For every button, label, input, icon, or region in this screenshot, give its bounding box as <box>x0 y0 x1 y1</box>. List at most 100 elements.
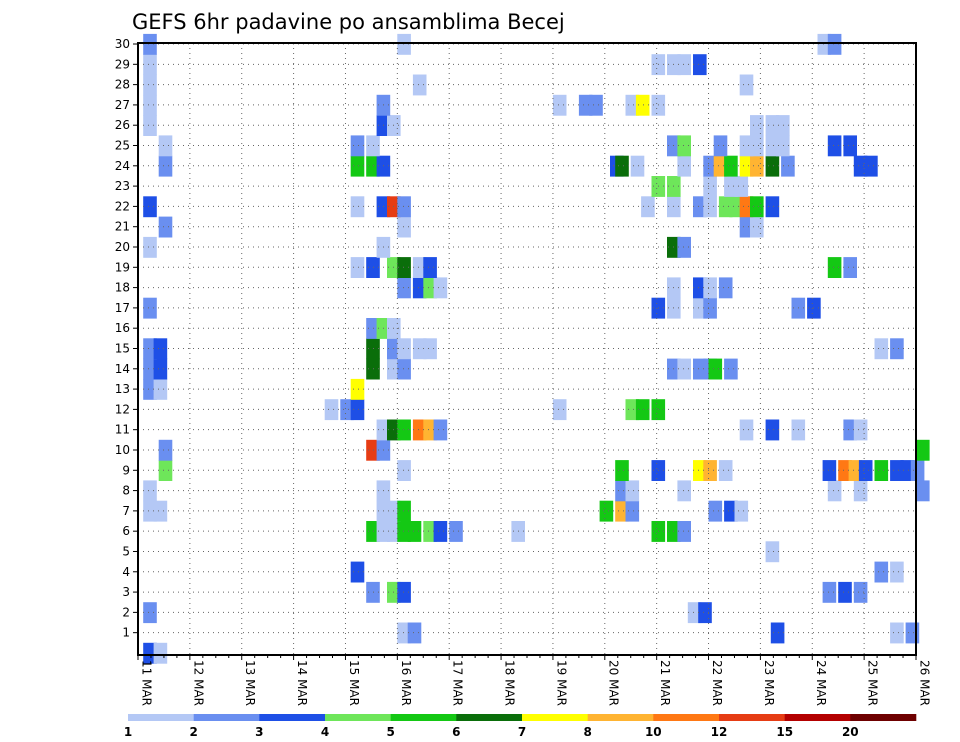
heatmap-cell <box>713 135 728 157</box>
heatmap-cell <box>724 176 738 197</box>
heatmap-cell <box>635 399 650 421</box>
heatmap-cell <box>708 358 723 380</box>
heatmap-cell <box>412 419 427 441</box>
heatmap-cell <box>843 257 857 278</box>
heatmap-cell <box>397 196 411 218</box>
heatmap-cell <box>724 155 738 177</box>
heatmap-cell <box>708 500 723 522</box>
heatmap-cell <box>433 277 448 299</box>
heatmap-cell <box>615 500 629 522</box>
heatmap-cell <box>739 216 754 238</box>
heatmap-cell <box>734 176 749 197</box>
heatmap-cell <box>153 500 168 522</box>
heatmap-cell <box>734 500 749 522</box>
dotted-grid <box>138 43 916 655</box>
heatmap-cell <box>874 460 889 481</box>
x-tick-label: 16 MAR <box>399 660 413 706</box>
heatmap-cell <box>153 378 168 400</box>
heatmap-cell <box>677 155 691 177</box>
heatmap-cell <box>739 74 754 96</box>
heatmap-cell <box>423 419 437 441</box>
heatmap-cell <box>677 521 691 542</box>
colorbar-label: 15 <box>776 725 793 739</box>
heatmap-cell <box>423 277 437 299</box>
heatmap-cell <box>641 196 655 218</box>
colorbar-swatch <box>784 714 851 721</box>
heatmap-cell <box>827 257 842 278</box>
heatmap-cell <box>916 439 930 461</box>
y-tick-label: 18 <box>115 281 130 295</box>
colorbar-label: 3 <box>255 725 263 739</box>
heatmap-cell <box>703 176 717 197</box>
heatmap-cell <box>677 54 691 76</box>
y-tick-label: 22 <box>115 199 130 213</box>
x-tick-label: 25 MAR <box>866 660 880 706</box>
y-tick-label: 28 <box>115 78 130 92</box>
y-tick-label: 19 <box>115 260 130 274</box>
heatmap-cell <box>143 115 157 136</box>
heatmap-cell <box>838 460 852 481</box>
heatmap-cell <box>397 460 411 481</box>
heatmap-cell <box>397 216 411 238</box>
heatmap-cell <box>693 460 707 481</box>
heatmap-cell <box>916 480 930 502</box>
heatmap-cell <box>703 460 717 481</box>
heatmap-cell <box>703 155 717 177</box>
y-tick-label: 29 <box>115 57 130 71</box>
y-tick-label: 25 <box>115 139 130 153</box>
x-axis: 11 MAR 12 MAR 13 MAR 14 MAR 15 MAR 16 MAR 17 M… <box>137 655 932 706</box>
heatmap-cell <box>703 196 717 218</box>
heatmap-cell <box>615 480 629 502</box>
y-tick-label: 2 <box>122 605 130 619</box>
x-tick-label: 13 MAR <box>243 660 257 706</box>
colorbar-swatch <box>390 714 457 721</box>
heatmap-cell <box>397 358 411 380</box>
y-tick-label: 23 <box>115 179 130 193</box>
y-axis: 1234567891011121314151617181920212223242… <box>115 37 138 640</box>
heatmap-cell <box>158 216 173 238</box>
heatmap-cell <box>718 196 733 218</box>
plot-frame <box>137 42 917 656</box>
heatmap-cell <box>770 622 785 644</box>
heatmap-cell <box>397 277 411 299</box>
heatmap-cell <box>350 155 365 177</box>
y-tick-label: 8 <box>122 484 130 498</box>
heatmap-cell <box>890 561 904 583</box>
heatmap-cell <box>693 54 707 76</box>
heatmap-cell <box>874 338 889 360</box>
heatmap-cell <box>143 480 157 502</box>
heatmap-cell <box>864 155 878 177</box>
heatmap-cell <box>677 358 691 380</box>
heatmap-cell <box>890 460 904 481</box>
heatmap-cell <box>589 94 603 116</box>
heatmap-cell <box>776 115 790 136</box>
heatmap-cell <box>822 581 837 603</box>
heatmap-cell <box>350 135 365 157</box>
y-tick-label: 10 <box>115 443 130 457</box>
heatmap-cell <box>838 581 852 603</box>
heatmap-cell <box>765 419 780 441</box>
heatmap-cell <box>552 94 567 116</box>
colorbar-label: 7 <box>518 725 526 739</box>
heatmap-cell <box>407 521 422 542</box>
heatmap-cell <box>397 338 411 360</box>
heatmap-cell <box>143 642 157 664</box>
heatmap-cell <box>739 419 754 441</box>
colorbar-swatch <box>850 714 917 721</box>
heatmap-cell <box>776 135 790 157</box>
heatmap-cell <box>827 480 842 502</box>
heatmap-cell <box>340 399 354 421</box>
y-tick-label: 17 <box>115 301 130 315</box>
heatmap-cell <box>827 33 842 55</box>
heatmap-cell <box>677 236 691 258</box>
heatmap-cell <box>765 155 780 177</box>
heatmap-cell <box>143 297 157 319</box>
heatmap-cell <box>158 460 173 481</box>
y-tick-label: 4 <box>122 565 130 579</box>
heatmap-cell <box>143 500 157 522</box>
heatmap-cell <box>724 500 738 522</box>
x-tick-label: 20 MAR <box>606 660 620 706</box>
colorbar-swatch <box>456 714 523 721</box>
heatmap-cell <box>143 33 157 55</box>
